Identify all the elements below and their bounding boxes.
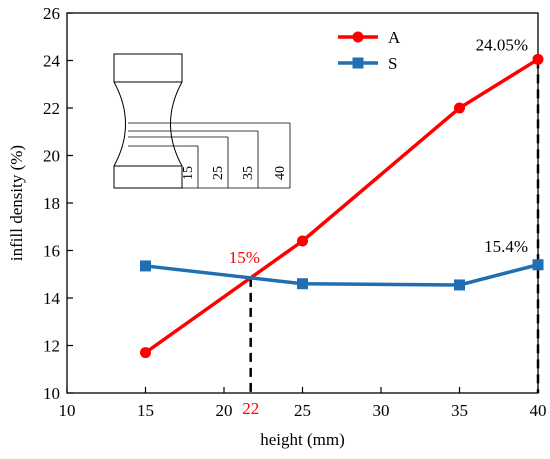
inset-right-profile — [170, 81, 183, 167]
legend: AS — [338, 28, 401, 73]
annotation-label: 15.4% — [484, 237, 528, 256]
y-tick-label: 10 — [43, 384, 60, 403]
y-tick-label: 18 — [43, 194, 60, 213]
y-tick-label: 14 — [43, 289, 61, 308]
inset-label: 35 — [241, 166, 256, 180]
x-tick-label: 10 — [59, 401, 76, 420]
series-line-S — [145, 263, 539, 287]
y-axis-label: infill density (%) — [7, 145, 26, 261]
annotation-label: 24.05% — [476, 35, 528, 54]
x-tick-label: 40 — [530, 401, 547, 420]
x-tick-label: 15 — [137, 401, 154, 420]
annotation-label: 22 — [242, 399, 259, 418]
series-line-A — [144, 57, 539, 355]
point-A — [454, 102, 465, 114]
point-S — [140, 260, 151, 272]
inset-label: 40 — [273, 166, 288, 180]
inset-bottom-grip — [113, 165, 183, 189]
legend-label-A: A — [388, 28, 401, 47]
legend-marker-A — [352, 31, 364, 43]
point-A — [532, 53, 544, 65]
y-tick-label: 22 — [43, 99, 60, 118]
inset-top-grip — [113, 53, 183, 83]
y-tick-label: 24 — [43, 52, 61, 71]
inset-left-profile — [113, 81, 126, 167]
inset-label: 25 — [211, 166, 226, 180]
annotation-label: 15% — [229, 248, 260, 267]
specimen-inset: 15 25 35 40 — [113, 53, 291, 189]
x-axis-label: height (mm) — [260, 430, 345, 449]
x-tick-label: 30 — [373, 401, 390, 420]
plot-frame — [66, 12, 539, 394]
legend-marker-S — [352, 57, 364, 69]
x-tick-label: 25 — [294, 401, 311, 420]
y-tick-label: 20 — [43, 147, 60, 166]
point-S — [532, 259, 544, 271]
x-tick-label: 20 — [216, 401, 233, 420]
point-S — [454, 279, 465, 291]
point-A — [297, 235, 308, 247]
y-tick-label: 26 — [43, 4, 60, 23]
point-A — [140, 347, 151, 359]
inset-label: 15 — [181, 166, 196, 180]
point-S — [297, 278, 308, 290]
x-tick-label: 35 — [451, 401, 468, 420]
y-tick-label: 16 — [43, 242, 60, 261]
legend-label-S: S — [388, 54, 397, 73]
y-tick-label: 12 — [43, 337, 60, 356]
